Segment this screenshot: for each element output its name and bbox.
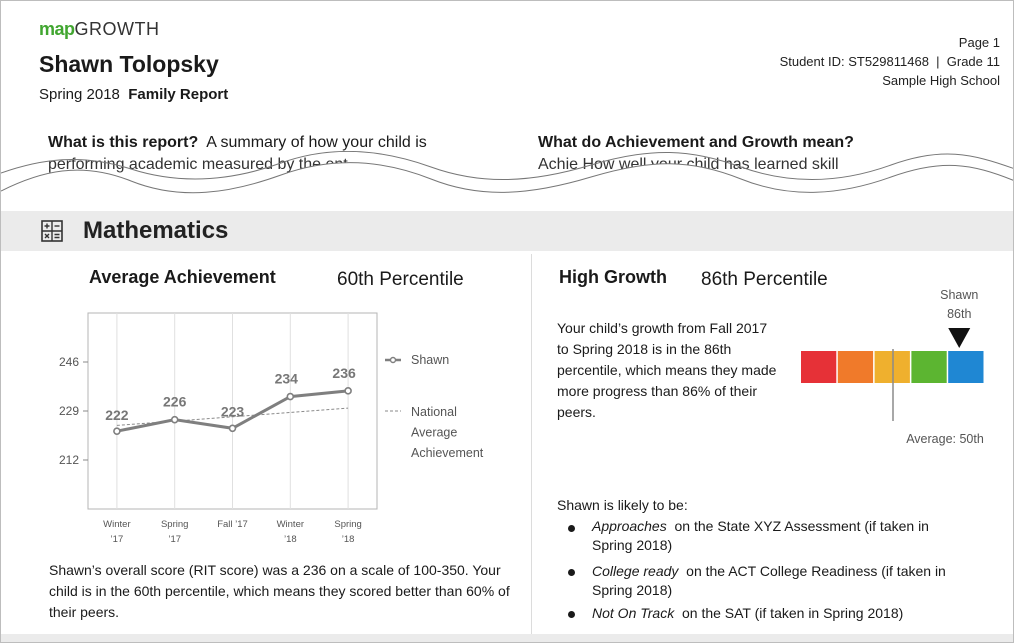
data-point (344, 387, 352, 395)
student-id-grade: Student ID: ST529811468 | Grade 11 (779, 54, 1000, 69)
data-point (286, 392, 295, 401)
x-tick-label: Winter (103, 519, 130, 530)
x-tick-label: Spring (161, 519, 188, 530)
growth-band (911, 351, 947, 383)
student-name: Shawn Tolopsky (39, 51, 219, 77)
projection-item: College ready on the ACT College Readine… (592, 563, 946, 598)
page-number: Page 1 (958, 35, 1000, 50)
growth-percentile-bar: Average: 50th Shawn 86th (801, 288, 984, 446)
y-tick-label: 212 (59, 453, 79, 467)
x-tick-label: ’18 (284, 534, 297, 545)
column-divider (531, 254, 532, 634)
x-tick-label: Winter (277, 519, 304, 530)
y-tick-label: 246 (59, 355, 79, 369)
bullet-icon (568, 569, 575, 576)
growth-description: Your child’s growth from Fall 2017 to Sp… (557, 320, 777, 420)
x-tick-label: ’17 (111, 534, 124, 545)
intro-left-truncated: performing academic measured by the ent (48, 156, 348, 173)
next-section-bar (1, 634, 1013, 642)
x-tick-label: ’17 (168, 534, 181, 545)
intro-achievement-growth: What do Achievement and Growth mean? (538, 134, 854, 151)
achievement-line-chart: 212 229 246 Winter ’17 Spring ’17 Fall ’17 Winte… (59, 312, 484, 545)
growth-title: High Growth (559, 267, 667, 287)
x-tick-label: Fall ’17 (217, 519, 248, 530)
student-marker-percentile: 86th (947, 307, 971, 321)
achievement-percentile: 60th Percentile (337, 269, 464, 290)
data-point (170, 415, 179, 424)
student-marker-name: Shawn (940, 288, 978, 302)
subject-header-bar (1, 211, 1013, 251)
legend-label: National (411, 405, 457, 419)
growth-band (948, 351, 984, 383)
student-info: Page 1 Student ID: ST529811468 | Grade 1… (780, 33, 1000, 90)
map-growth-logo: mapGROWTH (39, 19, 160, 39)
x-tick-label: Spring (334, 519, 361, 530)
bullet-icon (568, 525, 575, 532)
legend-label: Shawn (411, 353, 449, 367)
data-point (228, 424, 237, 433)
legend-shawn-marker (389, 356, 397, 364)
report-term: Spring 2018 Family Report (39, 86, 229, 103)
legend-label: Achievement (411, 446, 484, 460)
projection-item: Not On Track on the SAT (if taken in Spr… (592, 605, 904, 621)
intro-what-is-report: What is this report? A summary of how yo… (48, 134, 427, 151)
school-name: Sample High School (882, 73, 1000, 88)
subject-title: Mathematics (83, 217, 229, 244)
calculator-icon (41, 220, 63, 242)
average-label: Average: 50th (906, 432, 984, 446)
growth-band (801, 351, 837, 383)
data-label: 223 (221, 403, 245, 419)
growth-band (837, 351, 874, 383)
data-label: 226 (163, 394, 187, 410)
torn-edge-divider (1, 151, 1013, 211)
data-label: 222 (105, 407, 129, 423)
bullet-icon (568, 611, 575, 618)
legend-label: Average (411, 426, 457, 440)
achievement-title: Average Achievement (89, 267, 276, 287)
national-average-line (116, 407, 349, 426)
projection-item: Approaches on the State XYZ Assessment (… (592, 518, 929, 553)
y-tick-label: 229 (59, 404, 79, 418)
data-point (113, 427, 121, 435)
achievement-description: Shawn’s overall score (RIT score) was a … (49, 562, 510, 620)
x-tick-label: ’18 (342, 534, 355, 545)
growth-percentile: 86th Percentile (701, 269, 828, 290)
data-label: 236 (332, 365, 356, 381)
projections-intro: Shawn is likely to be: (557, 497, 688, 513)
student-marker-icon (948, 328, 971, 348)
data-label: 234 (275, 371, 299, 387)
